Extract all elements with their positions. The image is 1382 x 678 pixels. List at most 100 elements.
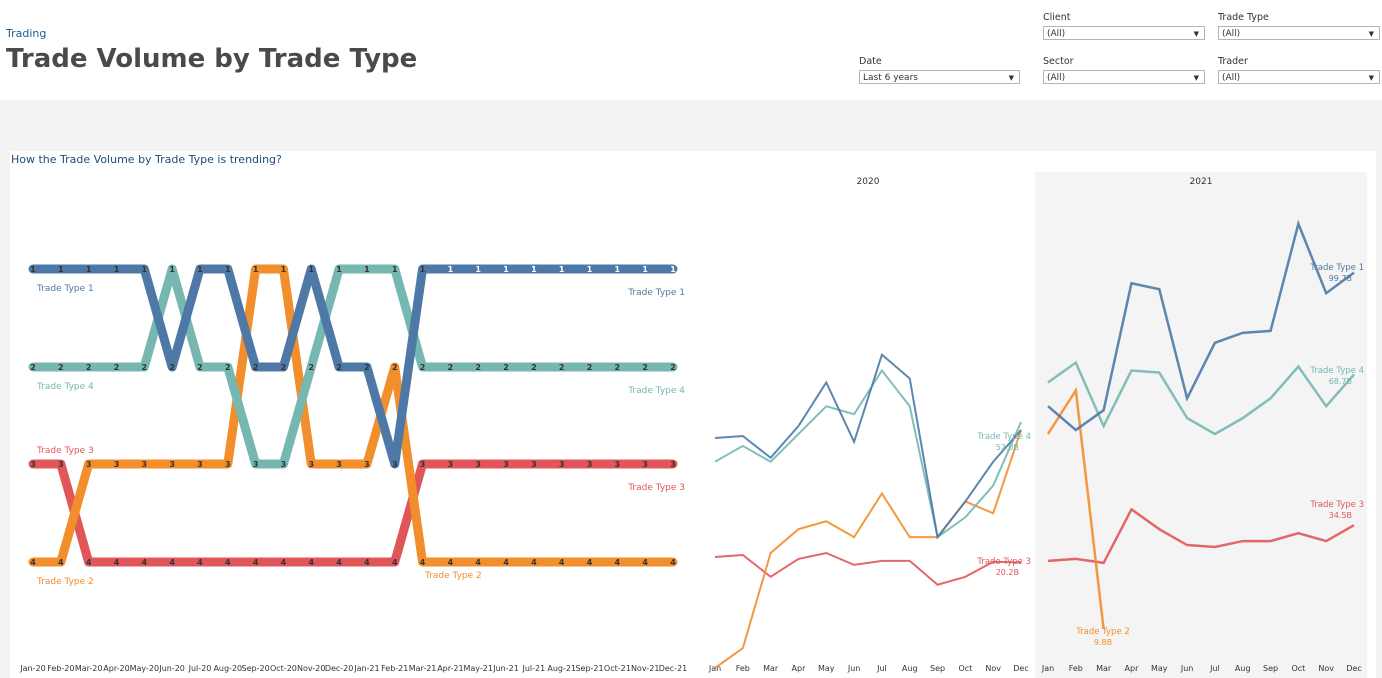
- chevron-down-icon: ▼: [1008, 74, 1014, 82]
- bump-point-label-trade-type-2-13: 2: [392, 363, 398, 372]
- monthly-line-chart[interactable]: 2020 Jan Feb Mar Apr May Jun Jul Aug Sep Oct Nov Dec…: [708, 177, 1364, 673]
- bump-point-label-trade-type-1-14: 1: [420, 265, 426, 274]
- bump-point-label-trade-type-4-15: 2: [448, 363, 454, 372]
- bump-point-label-trade-type-2-1: 4: [58, 558, 64, 567]
- month-tick-2020-oct: Oct: [958, 664, 972, 673]
- client-filter-label: Client: [1043, 12, 1071, 23]
- date-dropdown-value: Last 6 years: [863, 73, 918, 83]
- end-label-value-trade-type-1: 99.7B: [1329, 274, 1352, 283]
- bump-line-trade-type-1[interactable]: [28, 264, 678, 469]
- bump-point-label-trade-type-3-12: 4: [364, 558, 370, 567]
- month-tick-2021-may: May: [1151, 664, 1168, 673]
- bump-x-tick-jul-21: Jul-21: [522, 664, 546, 673]
- end-label-name-trade-type-3: Trade Type 3: [1309, 500, 1364, 510]
- bump-x-tick-may-20: May-20: [130, 664, 159, 673]
- year-header-2020: 2020: [857, 177, 880, 187]
- line-2020-trade-type-4[interactable]: [714, 368, 1022, 539]
- trade-type-dropdown[interactable]: (All) ▼: [1218, 26, 1380, 40]
- bump-point-label-trade-type-1-17: 1: [503, 265, 509, 274]
- trade-type-filter: Trade Type (All) ▼: [1218, 12, 1380, 40]
- bump-point-label-trade-type-4-14: 2: [420, 363, 426, 372]
- date-filter-label: Date: [859, 56, 882, 67]
- bump-point-label-trade-type-3-2: 4: [86, 558, 92, 567]
- bump-point-label-trade-type-3-7: 4: [225, 558, 231, 567]
- bump-x-tick-jun-21: Jun-21: [492, 664, 519, 673]
- bump-point-label-trade-type-4-23: 2: [670, 363, 676, 372]
- bump-point-label-trade-type-1-3: 1: [114, 265, 120, 274]
- month-tick-2021-oct: Oct: [1291, 664, 1305, 673]
- month-tick-2020-feb: Feb: [736, 664, 750, 673]
- bump-end-label-trade-type-4: Trade Type 4: [627, 386, 685, 396]
- line-2021-trade-type-1[interactable]: [1047, 219, 1355, 432]
- bump-point-label-trade-type-3-15: 3: [448, 460, 454, 469]
- line-2020-trade-type-1[interactable]: [714, 352, 1022, 540]
- bump-point-label-trade-type-3-5: 4: [169, 558, 175, 567]
- client-dropdown[interactable]: (All) ▼: [1043, 26, 1205, 40]
- date-dropdown[interactable]: Last 6 years ▼: [859, 70, 1020, 84]
- bump-x-tick-dec-21: Dec-21: [659, 664, 688, 673]
- bump-line-trade-type-3[interactable]: [28, 459, 678, 567]
- bump-point-label-trade-type-2-7: 3: [225, 460, 231, 469]
- line-2021-trade-type-2[interactable]: [1046, 386, 1105, 630]
- bump-x-tick-oct-20: Oct-20: [270, 664, 297, 673]
- trade-type-dropdown-value: (All): [1222, 29, 1241, 39]
- bump-point-label-trade-type-4-0: 2: [30, 363, 36, 372]
- bump-point-label-trade-type-3-11: 4: [336, 558, 342, 567]
- sector-filter-label: Sector: [1043, 56, 1074, 67]
- bump-point-label-trade-type-1-5: 2: [169, 363, 175, 372]
- bump-point-label-trade-type-4-9: 3: [281, 460, 287, 469]
- label-2020-value-trade-type-3: 20.2B: [996, 568, 1019, 577]
- bump-point-label-trade-type-4-5: 1: [169, 265, 175, 274]
- bump-x-tick-apr-20: Apr-20: [103, 664, 129, 673]
- bump-x-tick-jan-20: Jan-20: [19, 664, 45, 673]
- dashboard-header: Trading Trade Volume by Trade Type Clien…: [0, 0, 1382, 100]
- end-label-value-trade-type-2: 9.8B: [1094, 638, 1112, 647]
- end-label-name-trade-type-1: Trade Type 1: [1309, 263, 1364, 273]
- bump-point-label-trade-type-4-7: 2: [225, 363, 231, 372]
- bump-point-label-trade-type-2-23: 4: [670, 558, 676, 567]
- bump-point-label-trade-type-2-6: 3: [197, 460, 203, 469]
- line-2020-trade-type-2[interactable]: [714, 429, 1022, 669]
- label-2020-name-trade-type-4: Trade Type 4: [976, 432, 1031, 442]
- bump-point-label-trade-type-1-6: 1: [197, 265, 203, 274]
- bump-point-label-trade-type-1-4: 1: [142, 265, 148, 274]
- bump-point-label-trade-type-4-16: 2: [475, 363, 481, 372]
- bump-point-label-trade-type-4-11: 1: [336, 265, 342, 274]
- bump-line-trade-type-2[interactable]: [28, 264, 678, 567]
- line-2020-trade-type-3[interactable]: [714, 551, 1022, 586]
- breadcrumb[interactable]: Trading: [6, 27, 47, 40]
- bump-point-label-trade-type-3-0: 3: [30, 460, 36, 469]
- line-2021-trade-type-3[interactable]: [1047, 507, 1355, 565]
- bump-point-label-trade-type-2-21: 4: [615, 558, 621, 567]
- bump-line-trade-type-4[interactable]: [28, 264, 678, 469]
- bump-x-tick-aug-20: Aug-20: [213, 664, 242, 673]
- bump-point-label-trade-type-1-21: 1: [615, 265, 621, 274]
- bump-start-label-trade-type-2: Trade Type 2: [36, 577, 94, 587]
- bump-chart[interactable]: Jan-20 Feb-20 Mar-20 Apr-20 May-20 Jun-20 Jul-…: [19, 264, 688, 673]
- bump-point-label-trade-type-4-2: 2: [86, 363, 92, 372]
- bump-x-tick-dec-20: Dec-20: [325, 664, 354, 673]
- bump-point-label-trade-type-3-17: 3: [503, 460, 509, 469]
- month-tick-2020-jun: Jun: [847, 664, 861, 673]
- bump-point-label-trade-type-2-3: 3: [114, 460, 120, 469]
- chevron-down-icon: ▼: [1193, 74, 1199, 82]
- bump-x-tick-apr-21: Apr-21: [437, 664, 463, 673]
- sector-dropdown[interactable]: (All) ▼: [1043, 70, 1205, 84]
- line-2021-trade-type-4[interactable]: [1047, 360, 1355, 436]
- trader-dropdown[interactable]: (All) ▼: [1218, 70, 1380, 84]
- trader-filter: Trader (All) ▼: [1218, 56, 1380, 84]
- bump-x-tick-mar-20: Mar-20: [75, 664, 103, 673]
- bump-point-label-trade-type-2-15: 4: [448, 558, 454, 567]
- bump-start-label-trade-type-3: Trade Type 3: [36, 446, 94, 456]
- bump-point-label-trade-type-3-23: 3: [670, 460, 676, 469]
- bump-point-label-trade-type-2-5: 3: [169, 460, 175, 469]
- bump-point-label-trade-type-2-9: 1: [281, 265, 287, 274]
- bump-point-label-trade-type-2-11: 3: [336, 460, 342, 469]
- bump-point-label-trade-type-3-10: 4: [308, 558, 314, 567]
- bump-point-label-trade-type-2-17: 4: [503, 558, 509, 567]
- bump-point-label-trade-type-2-16: 4: [475, 558, 481, 567]
- bump-point-label-trade-type-2-0: 4: [30, 558, 36, 567]
- sector-filter: Sector (All) ▼: [1043, 56, 1205, 84]
- bump-point-label-trade-type-3-1: 3: [58, 460, 64, 469]
